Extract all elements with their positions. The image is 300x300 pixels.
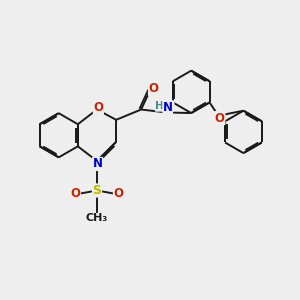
Text: HN: HN <box>155 101 174 111</box>
Text: O: O <box>113 187 124 200</box>
Text: O: O <box>70 187 80 200</box>
Text: O: O <box>94 101 103 114</box>
Text: O: O <box>215 112 225 124</box>
Text: O: O <box>148 82 158 95</box>
Text: CH₃: CH₃ <box>86 214 108 224</box>
Text: N: N <box>93 158 103 170</box>
Text: S: S <box>92 184 101 197</box>
Text: N: N <box>163 101 173 114</box>
Text: H: H <box>155 101 164 111</box>
